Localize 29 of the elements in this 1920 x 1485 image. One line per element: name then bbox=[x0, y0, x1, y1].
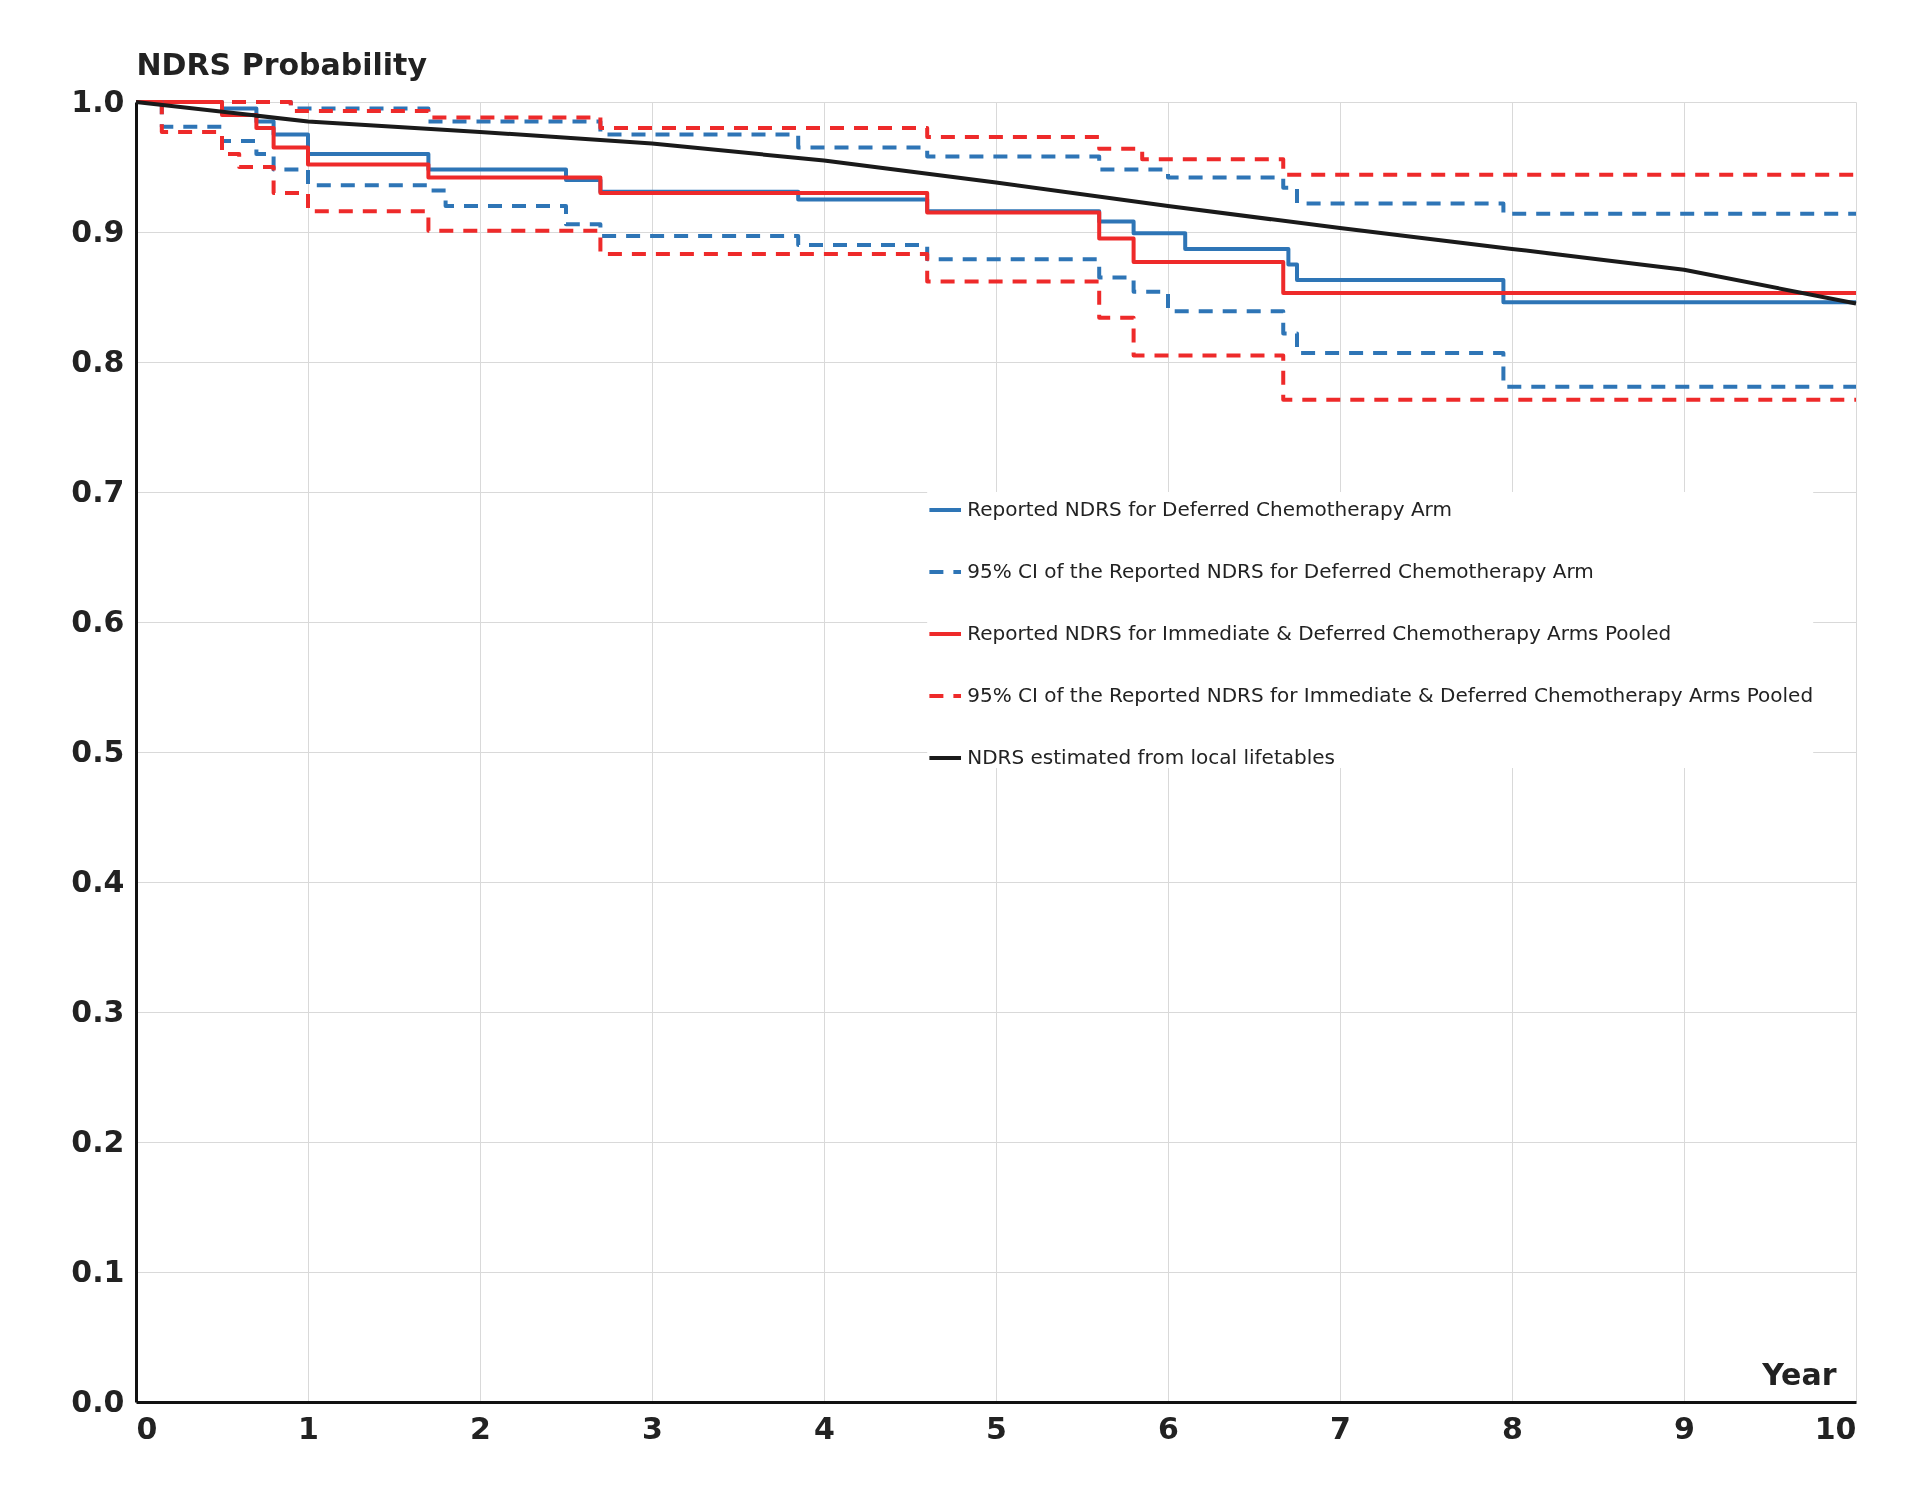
legend-label: Reported NDRS for Immediate & Deferred Chemotherapy Arms Pooled bbox=[967, 621, 1672, 645]
legend-label: Reported NDRS for Deferred Chemotherapy Arm bbox=[967, 497, 1452, 521]
x-tick-label: 10 bbox=[1814, 1410, 1857, 1446]
y-tick-label: 0.2 bbox=[71, 1123, 125, 1159]
x-tick-label: 6 bbox=[1158, 1410, 1179, 1446]
legend-label: 95% CI of the Reported NDRS for Immediate & Deferred Chemotherapy Arms Pooled bbox=[967, 683, 1814, 707]
x-tick-label: 1 bbox=[298, 1410, 319, 1446]
x-tick-label: 3 bbox=[642, 1410, 663, 1446]
x-tick-label: 5 bbox=[986, 1410, 1007, 1446]
y-tick-label: 0.8 bbox=[71, 343, 125, 379]
y-tick-label: 0.6 bbox=[71, 603, 125, 639]
y-tick-label: 0.1 bbox=[71, 1253, 125, 1289]
y-tick-label: 0.9 bbox=[71, 213, 125, 249]
x-tick-label: 0 bbox=[136, 1410, 158, 1446]
x-axis-title: Year bbox=[1761, 1356, 1837, 1392]
y-tick-label: 0.3 bbox=[71, 993, 125, 1029]
y-tick-label: 0.5 bbox=[71, 733, 125, 769]
y-tick-label: 1.0 bbox=[71, 83, 125, 119]
x-tick-label: 2 bbox=[470, 1410, 491, 1446]
x-tick-label: 8 bbox=[1502, 1410, 1523, 1446]
legend-label: 95% CI of the Reported NDRS for Deferred Chemotherapy Arm bbox=[967, 559, 1594, 583]
x-tick-label: 9 bbox=[1674, 1410, 1695, 1446]
y-axis-title: NDRS Probability bbox=[136, 46, 428, 82]
y-tick-label: 0.7 bbox=[71, 473, 125, 509]
x-tick-label: 4 bbox=[814, 1410, 835, 1446]
legend-label: NDRS estimated from local lifetables bbox=[967, 745, 1335, 769]
x-tick-label: 7 bbox=[1330, 1410, 1351, 1446]
y-tick-label: 0.0 bbox=[71, 1383, 125, 1419]
y-tick-label: 0.4 bbox=[71, 863, 125, 899]
